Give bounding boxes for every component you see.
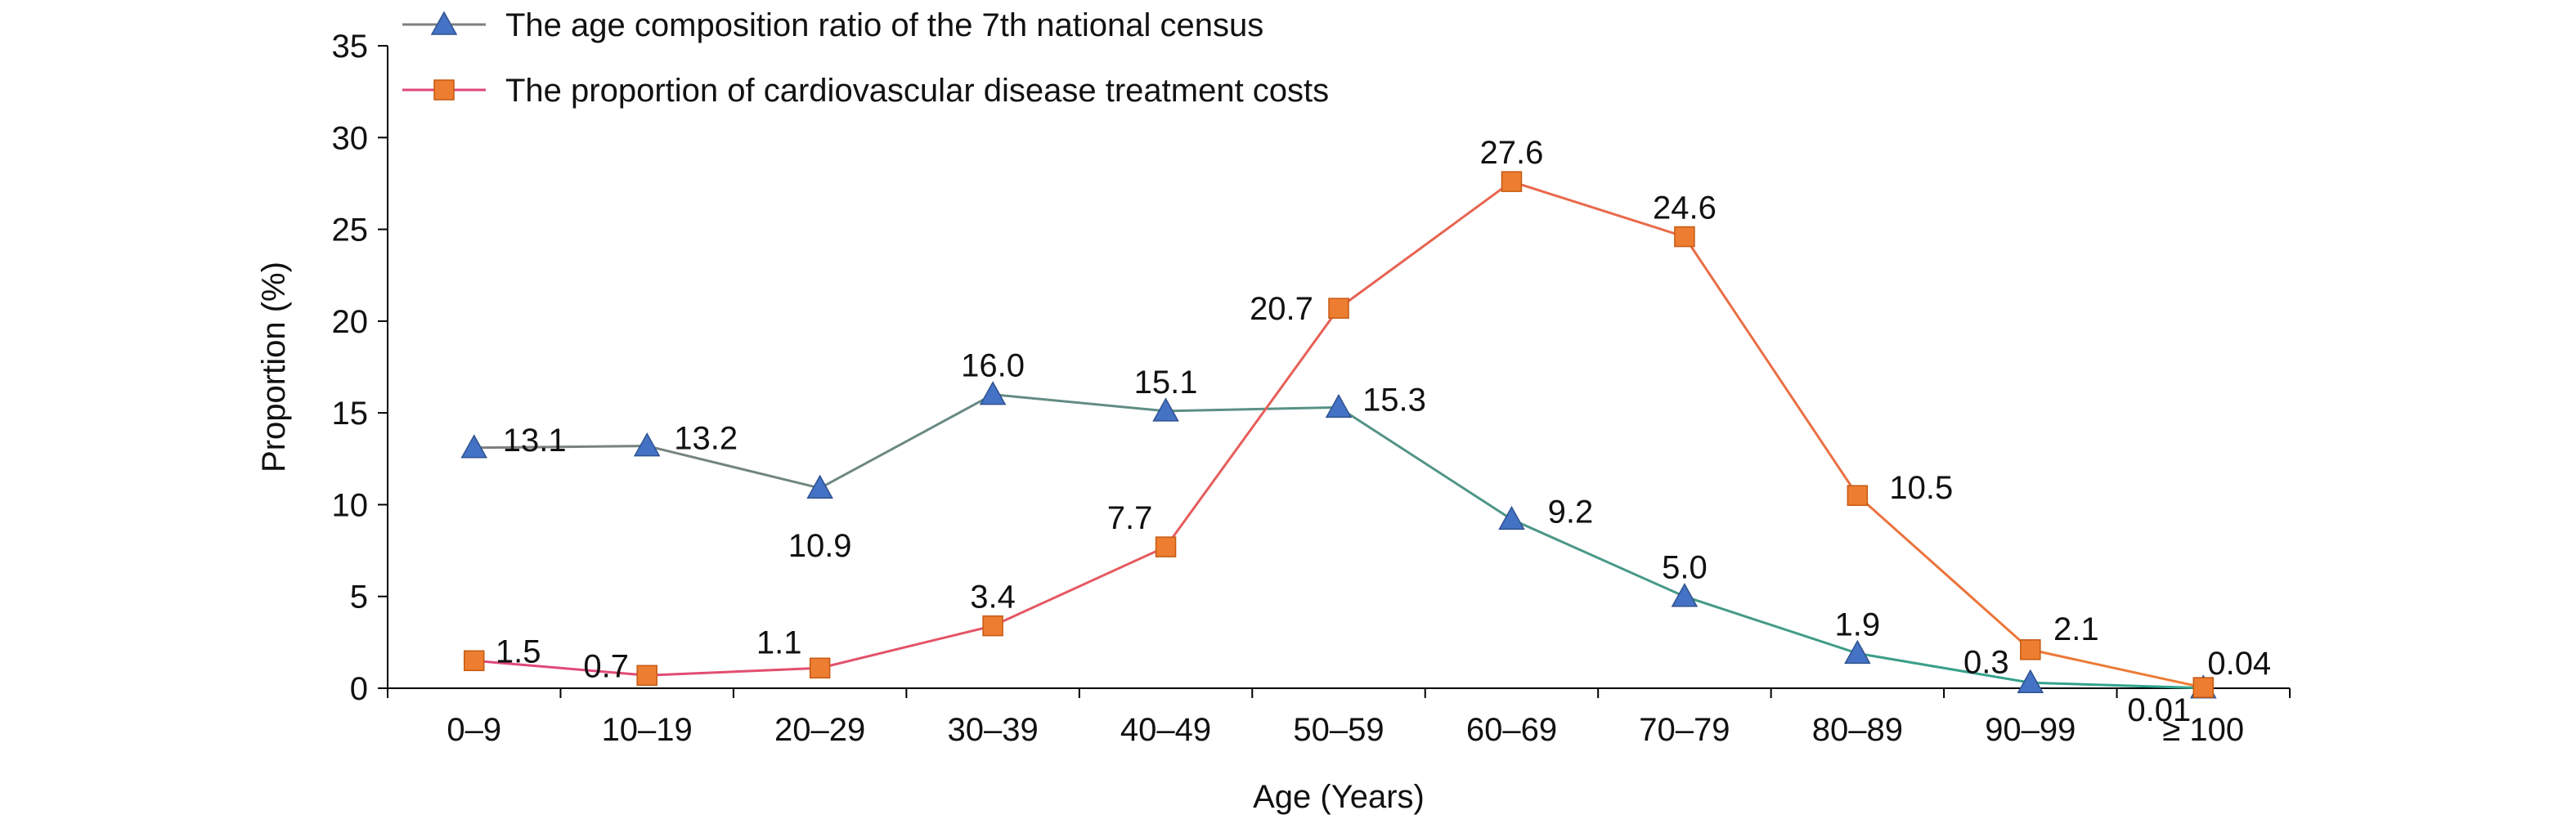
triangle-marker xyxy=(1325,393,1353,418)
legend-square-marker xyxy=(433,79,455,101)
x-tick-label: ≥ 100 xyxy=(2162,712,2244,748)
square-marker xyxy=(2020,639,2041,660)
x-tick-label: 30–39 xyxy=(947,712,1038,748)
triangle-marker xyxy=(1152,397,1179,422)
data-label: 0.7 xyxy=(583,648,629,684)
data-label: 10.9 xyxy=(788,528,852,564)
y-tick-label: 25 xyxy=(332,213,369,248)
legend: The age composition ratio of the 7th nat… xyxy=(402,7,1329,109)
axes: 0 5 10 15 20 25 30 35 0–9 10–19 20–29 30–39 40–49 50–… xyxy=(332,29,2291,748)
triangle-marker xyxy=(1498,505,1525,530)
data-label: 16.0 xyxy=(961,348,1025,384)
data-label: 10.5 xyxy=(1889,470,1953,506)
x-tick-label: 50–59 xyxy=(1293,712,1384,748)
y-tick-label: 35 xyxy=(332,29,369,65)
data-label: 3.4 xyxy=(970,580,1016,615)
triangle-marker xyxy=(1844,639,1871,665)
triangle-marker xyxy=(460,434,488,459)
square-marker xyxy=(2192,677,2215,698)
y-axis-title: Proportion (%) xyxy=(256,262,292,472)
y-tick-label: 10 xyxy=(332,487,369,523)
legend-item: The proportion of cardiovascular disease… xyxy=(402,73,1329,109)
x-tick-label: 70–79 xyxy=(1639,712,1730,748)
data-label: 0.04 xyxy=(2207,646,2271,682)
triangle-marker xyxy=(633,432,661,457)
square-marker xyxy=(636,665,657,687)
x-tick-label: 80–89 xyxy=(1812,712,1903,748)
y-tick-label: 20 xyxy=(332,304,369,340)
legend-triangle-marker xyxy=(430,11,458,35)
legend-item: The age composition ratio of the 7th nat… xyxy=(402,7,1263,43)
data-label: 13.2 xyxy=(674,421,738,457)
data-label: 2.1 xyxy=(2053,611,2099,647)
x-tick-label: 20–29 xyxy=(774,712,865,748)
x-tick-label: 10–19 xyxy=(602,712,693,748)
data-label: 27.6 xyxy=(1480,135,1544,171)
triangle-marker xyxy=(979,381,1007,405)
data-label: 9.2 xyxy=(1548,494,1594,530)
triangle-marker xyxy=(1671,583,1699,607)
data-label: 13.1 xyxy=(503,423,567,459)
data-label: 1.1 xyxy=(756,624,802,660)
data-label: 1.9 xyxy=(1835,606,1881,642)
data-label: 20.7 xyxy=(1250,291,1313,327)
data-label: 5.0 xyxy=(1662,550,1708,586)
square-marker xyxy=(1674,226,1695,248)
legend-label: The proportion of cardiovascular disease… xyxy=(505,73,1329,109)
x-tick-label: 90–99 xyxy=(1985,712,2076,748)
x-tick-label: 40–49 xyxy=(1120,712,1211,748)
square-marker xyxy=(982,615,1003,637)
data-label: 0.3 xyxy=(1963,644,2009,680)
series-layer xyxy=(460,171,2217,699)
triangle-marker xyxy=(2017,669,2044,694)
square-marker xyxy=(1501,171,1523,192)
series-cvd-costs xyxy=(463,171,2215,698)
x-axis-title: Age (Years) xyxy=(1253,779,1425,815)
data-label: 1.5 xyxy=(496,633,541,669)
y-tick-label: 5 xyxy=(350,580,368,615)
data-label: 15.3 xyxy=(1362,382,1426,418)
triangle-marker xyxy=(806,474,833,499)
data-label: 7.7 xyxy=(1107,500,1153,536)
data-labels: 13.1 13.2 10.9 16.0 15.1 15.3 9.2 5.0 1.9 0.3 0.01… xyxy=(496,135,2271,728)
x-tick-label: 60–69 xyxy=(1466,712,1557,748)
y-tick-label: 30 xyxy=(332,120,369,156)
data-label: 0.01 xyxy=(2127,692,2191,728)
y-tick-label: 0 xyxy=(350,671,368,707)
legend-label: The age composition ratio of the 7th nat… xyxy=(505,7,1263,43)
data-label: 15.1 xyxy=(1134,365,1198,401)
y-tick-label: 15 xyxy=(332,396,369,432)
square-marker xyxy=(463,650,485,672)
square-marker xyxy=(809,657,831,679)
data-label: 24.6 xyxy=(1653,190,1717,226)
x-tick-label: 0–9 xyxy=(447,712,501,748)
square-marker xyxy=(1847,485,1869,506)
square-marker xyxy=(1328,298,1349,319)
square-marker xyxy=(1155,536,1177,557)
